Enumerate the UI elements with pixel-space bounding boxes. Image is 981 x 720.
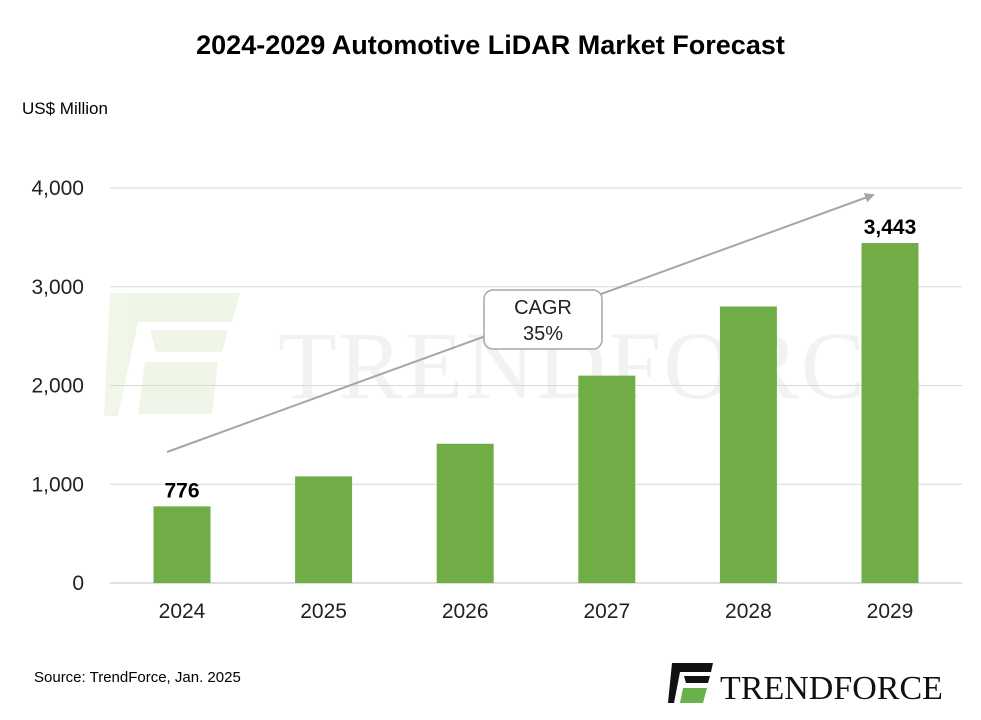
trendforce-logo: TRENDFORCE [668,663,943,707]
data-label-2029: 3,443 [864,216,917,239]
bar-2028 [719,306,777,583]
cagr-label: CAGR [514,297,572,319]
cagr-box [483,289,603,350]
watermark-emblem-block [138,362,218,414]
cagr-value: 35% [523,323,563,345]
y-tick-label: 4,000 [31,177,84,200]
watermark-emblem-shape [104,293,240,416]
bar-2026 [436,443,494,583]
y-tick-label: 2,000 [31,375,84,398]
x-tick-label: 2024 [159,600,206,623]
x-tick-label: 2029 [867,600,914,623]
data-labels: 776 3,443 [164,216,916,502]
logo-text: TRENDFORCE [720,670,943,707]
x-tick-label: 2027 [583,600,630,623]
x-tick-label: 2026 [442,600,489,623]
logo-emblem-shape [668,663,713,703]
y-tick-label: 3,000 [31,276,84,299]
logo-emblem-green [680,688,707,703]
x-tick-label: 2025 [300,600,347,623]
bar-2024 [153,506,211,583]
data-label-2024: 776 [164,479,199,502]
grid-lines [110,187,962,584]
bar-2025 [295,476,353,583]
y-tick-label: 1,000 [31,473,84,496]
x-axis-ticks: 2024 2025 2026 2027 2028 2029 [159,600,914,623]
logo-emblem-bar [684,676,710,683]
x-tick-label: 2028 [725,600,772,623]
y-axis-unit-label: US$ Million [22,99,108,118]
bars [153,243,919,583]
bar-2029 [861,243,919,583]
y-axis-ticks: 0 1,000 2,000 3,000 4,000 [31,177,84,595]
y-tick-label: 0 [72,572,84,595]
watermark-emblem-bar [150,330,228,352]
bar-2027 [578,375,636,583]
cagr-callout: CAGR 35% [483,289,603,350]
source-note: Source: TrendForce, Jan. 2025 [34,669,241,686]
chart-title: 2024-2029 Automotive LiDAR Market Foreca… [196,30,785,60]
